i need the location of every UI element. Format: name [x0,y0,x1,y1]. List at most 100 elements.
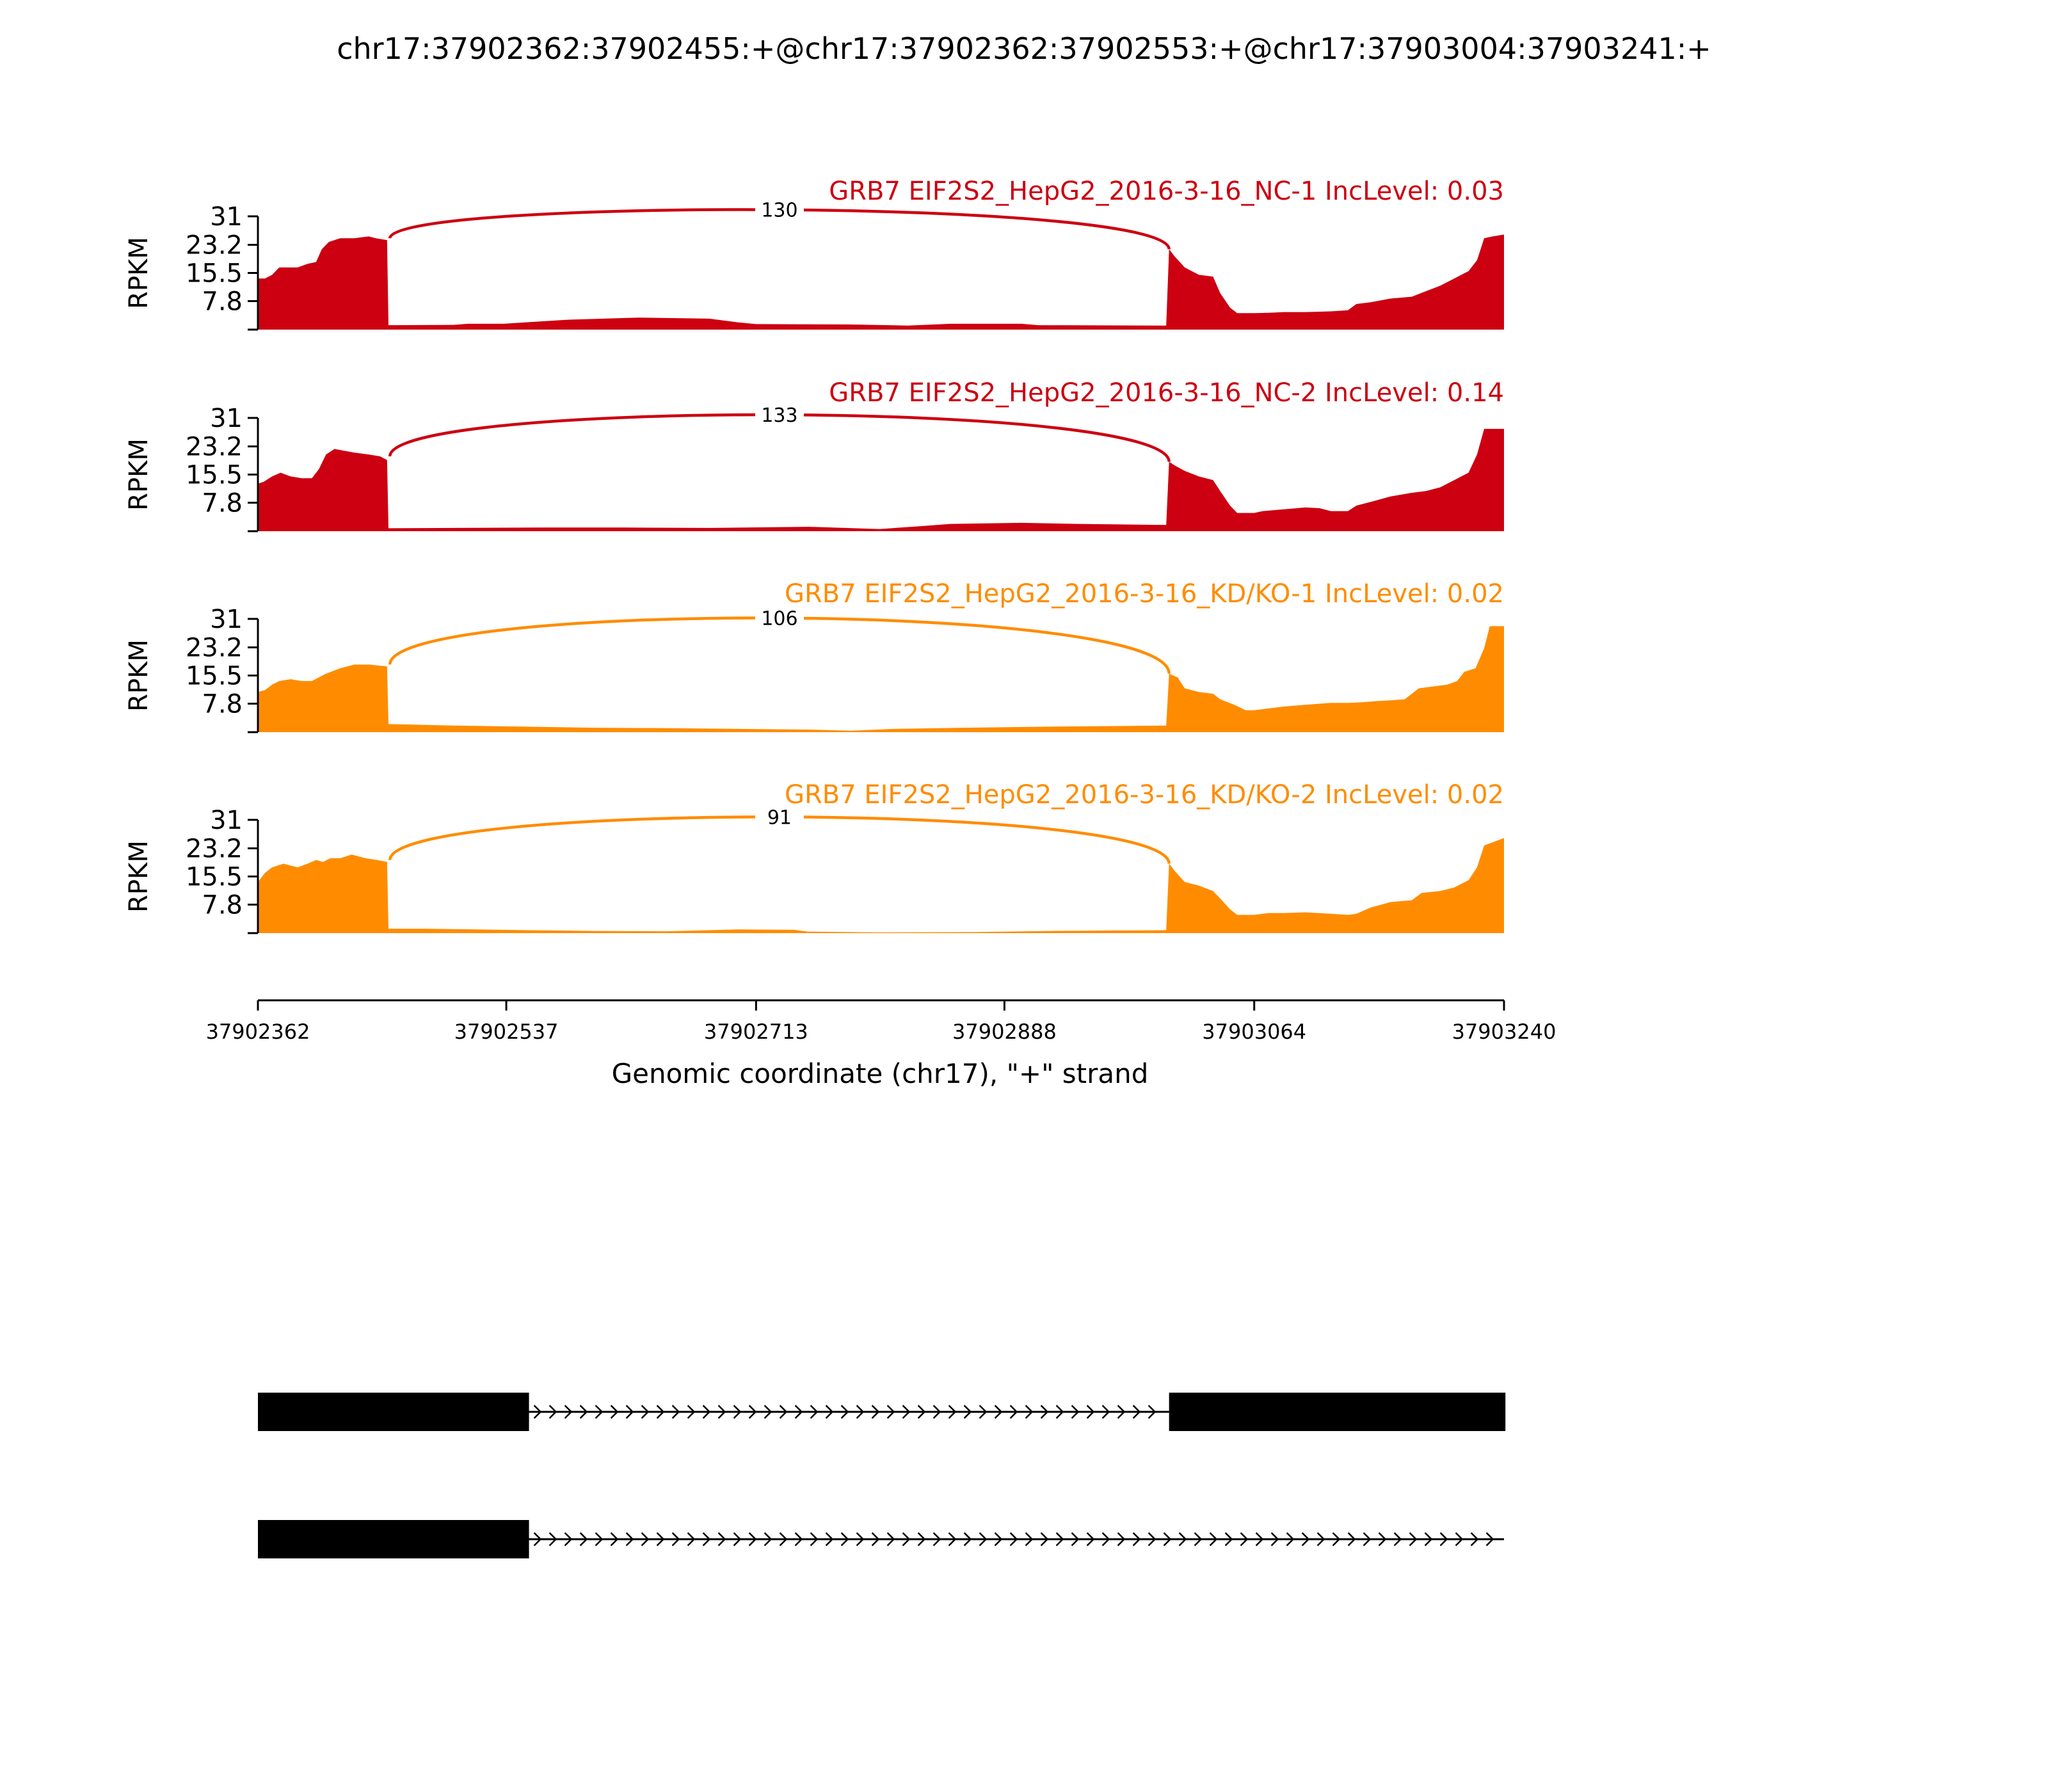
strand-arrow [1055,1532,1064,1546]
strand-arrow [948,1405,957,1419]
y-tick-label: 23.2 [186,634,243,663]
x-tick-label: 37902537 [454,1020,559,1044]
strand-arrow [1148,1405,1156,1419]
strand-arrow [1347,1532,1356,1546]
gene-model-1 [258,1393,1506,1431]
strand-arrow [641,1532,650,1546]
strand-arrow [1148,1532,1156,1546]
strand-arrow [794,1532,803,1546]
junction-count-background [755,806,804,828]
x-tick-label: 37902888 [952,1020,1057,1044]
strand-arrow [963,1405,972,1419]
strand-arrow [902,1532,911,1546]
junction-count-background [755,404,804,426]
coverage-area [258,838,1504,933]
strand-arrow [702,1532,711,1546]
strand-arrow [548,1405,557,1419]
strand-arrow [748,1405,757,1419]
junction-count-label: 106 [761,608,797,630]
y-tick-label: 31 [210,605,243,634]
strand-arrow [595,1532,604,1546]
y-tick-label: 31 [210,806,243,835]
strand-arrow [917,1532,926,1546]
strand-arrow [948,1532,957,1546]
strand-arrow [886,1405,895,1419]
strand-arrow [917,1405,926,1419]
strand-arrow [932,1405,941,1419]
strand-arrow [595,1405,604,1419]
strand-arrow [979,1405,988,1419]
junction-count-label: 133 [761,404,797,427]
strand-arrow [1009,1532,1018,1546]
y-tick-label: 23.2 [186,433,243,462]
strand-arrow [641,1405,650,1419]
strand-arrow [1240,1532,1249,1546]
strand-arrow [886,1532,895,1546]
strand-arrow [1163,1532,1172,1546]
x-axis-label: Genomic coordinate (chr17), "+" strand [612,1058,1149,1089]
series-label: GRB7 EIF2S2_HepG2_2016-3-16_KD/KO-2 IncL… [785,780,1504,810]
strand-arrow [579,1405,588,1419]
strand-arrow [1378,1532,1387,1546]
junction-count-label: 91 [767,806,792,829]
junction-count-label: 130 [761,200,797,222]
strand-arrow [1117,1405,1126,1419]
junction-count-background [755,199,804,220]
y-tick-label: 7.8 [202,890,243,920]
strand-arrow [625,1405,634,1419]
strand-arrow [533,1532,542,1546]
exon-block [1169,1393,1506,1431]
y-axis-label: RPKM [124,237,154,309]
strand-arrow [733,1405,742,1419]
series-label: GRB7 EIF2S2_HepG2_2016-3-16_NC-2 IncLeve… [829,378,1504,408]
y-axis-label: RPKM [124,840,154,913]
x-tick-label: 37902362 [206,1020,310,1044]
y-tick-label: 23.2 [186,835,243,864]
strand-arrow [902,1405,911,1419]
y-tick-label: 23.2 [186,231,243,260]
strand-arrow [1025,1532,1034,1546]
strand-arrow [1332,1532,1341,1546]
strand-arrow [717,1405,726,1419]
x-tick-label: 37902713 [704,1020,808,1044]
x-tick-label: 37903240 [1452,1020,1556,1044]
strand-arrow [1117,1532,1126,1546]
strand-arrow [610,1532,619,1546]
junction-count-background [755,607,804,628]
y-tick-label: 7.8 [202,488,243,518]
gene-models [258,1393,1506,1558]
strand-arrow [871,1405,880,1419]
strand-arrow [856,1532,865,1546]
strand-arrow [625,1532,634,1546]
series-label: GRB7 EIF2S2_HepG2_2016-3-16_KD/KO-1 IncL… [785,579,1504,609]
strand-arrow [748,1532,757,1546]
strand-arrow [1393,1532,1402,1546]
strand-arrow [779,1532,788,1546]
exon-block [258,1393,529,1431]
strand-arrow [1270,1532,1279,1546]
strand-arrow [794,1405,803,1419]
gene-model-2 [258,1520,1504,1558]
y-tick-label: 31 [210,202,243,232]
strand-arrow [671,1532,680,1546]
y-tick-label: 15.5 [186,461,243,490]
strand-arrow [548,1532,557,1546]
strand-arrow [1470,1532,1479,1546]
strand-arrow [1071,1405,1080,1419]
strand-arrow [1194,1532,1203,1546]
strand-arrow [871,1532,880,1546]
chart-title: chr17:37902362:37902455:+@chr17:37902362… [337,31,1711,66]
strand-arrow [932,1532,941,1546]
strand-arrow [1055,1405,1064,1419]
strand-arrow [1286,1532,1295,1546]
strand-arrow [1040,1532,1049,1546]
strand-arrow [1224,1532,1233,1546]
strand-arrow [810,1532,819,1546]
x-axis: 37902362 37902537 37902713 37902888 37903064… [206,999,1556,1044]
strand-arrow [840,1532,849,1546]
strand-arrow [1209,1532,1218,1546]
coverage-area [258,234,1504,330]
strand-arrow [579,1532,588,1546]
strand-arrow [733,1532,742,1546]
